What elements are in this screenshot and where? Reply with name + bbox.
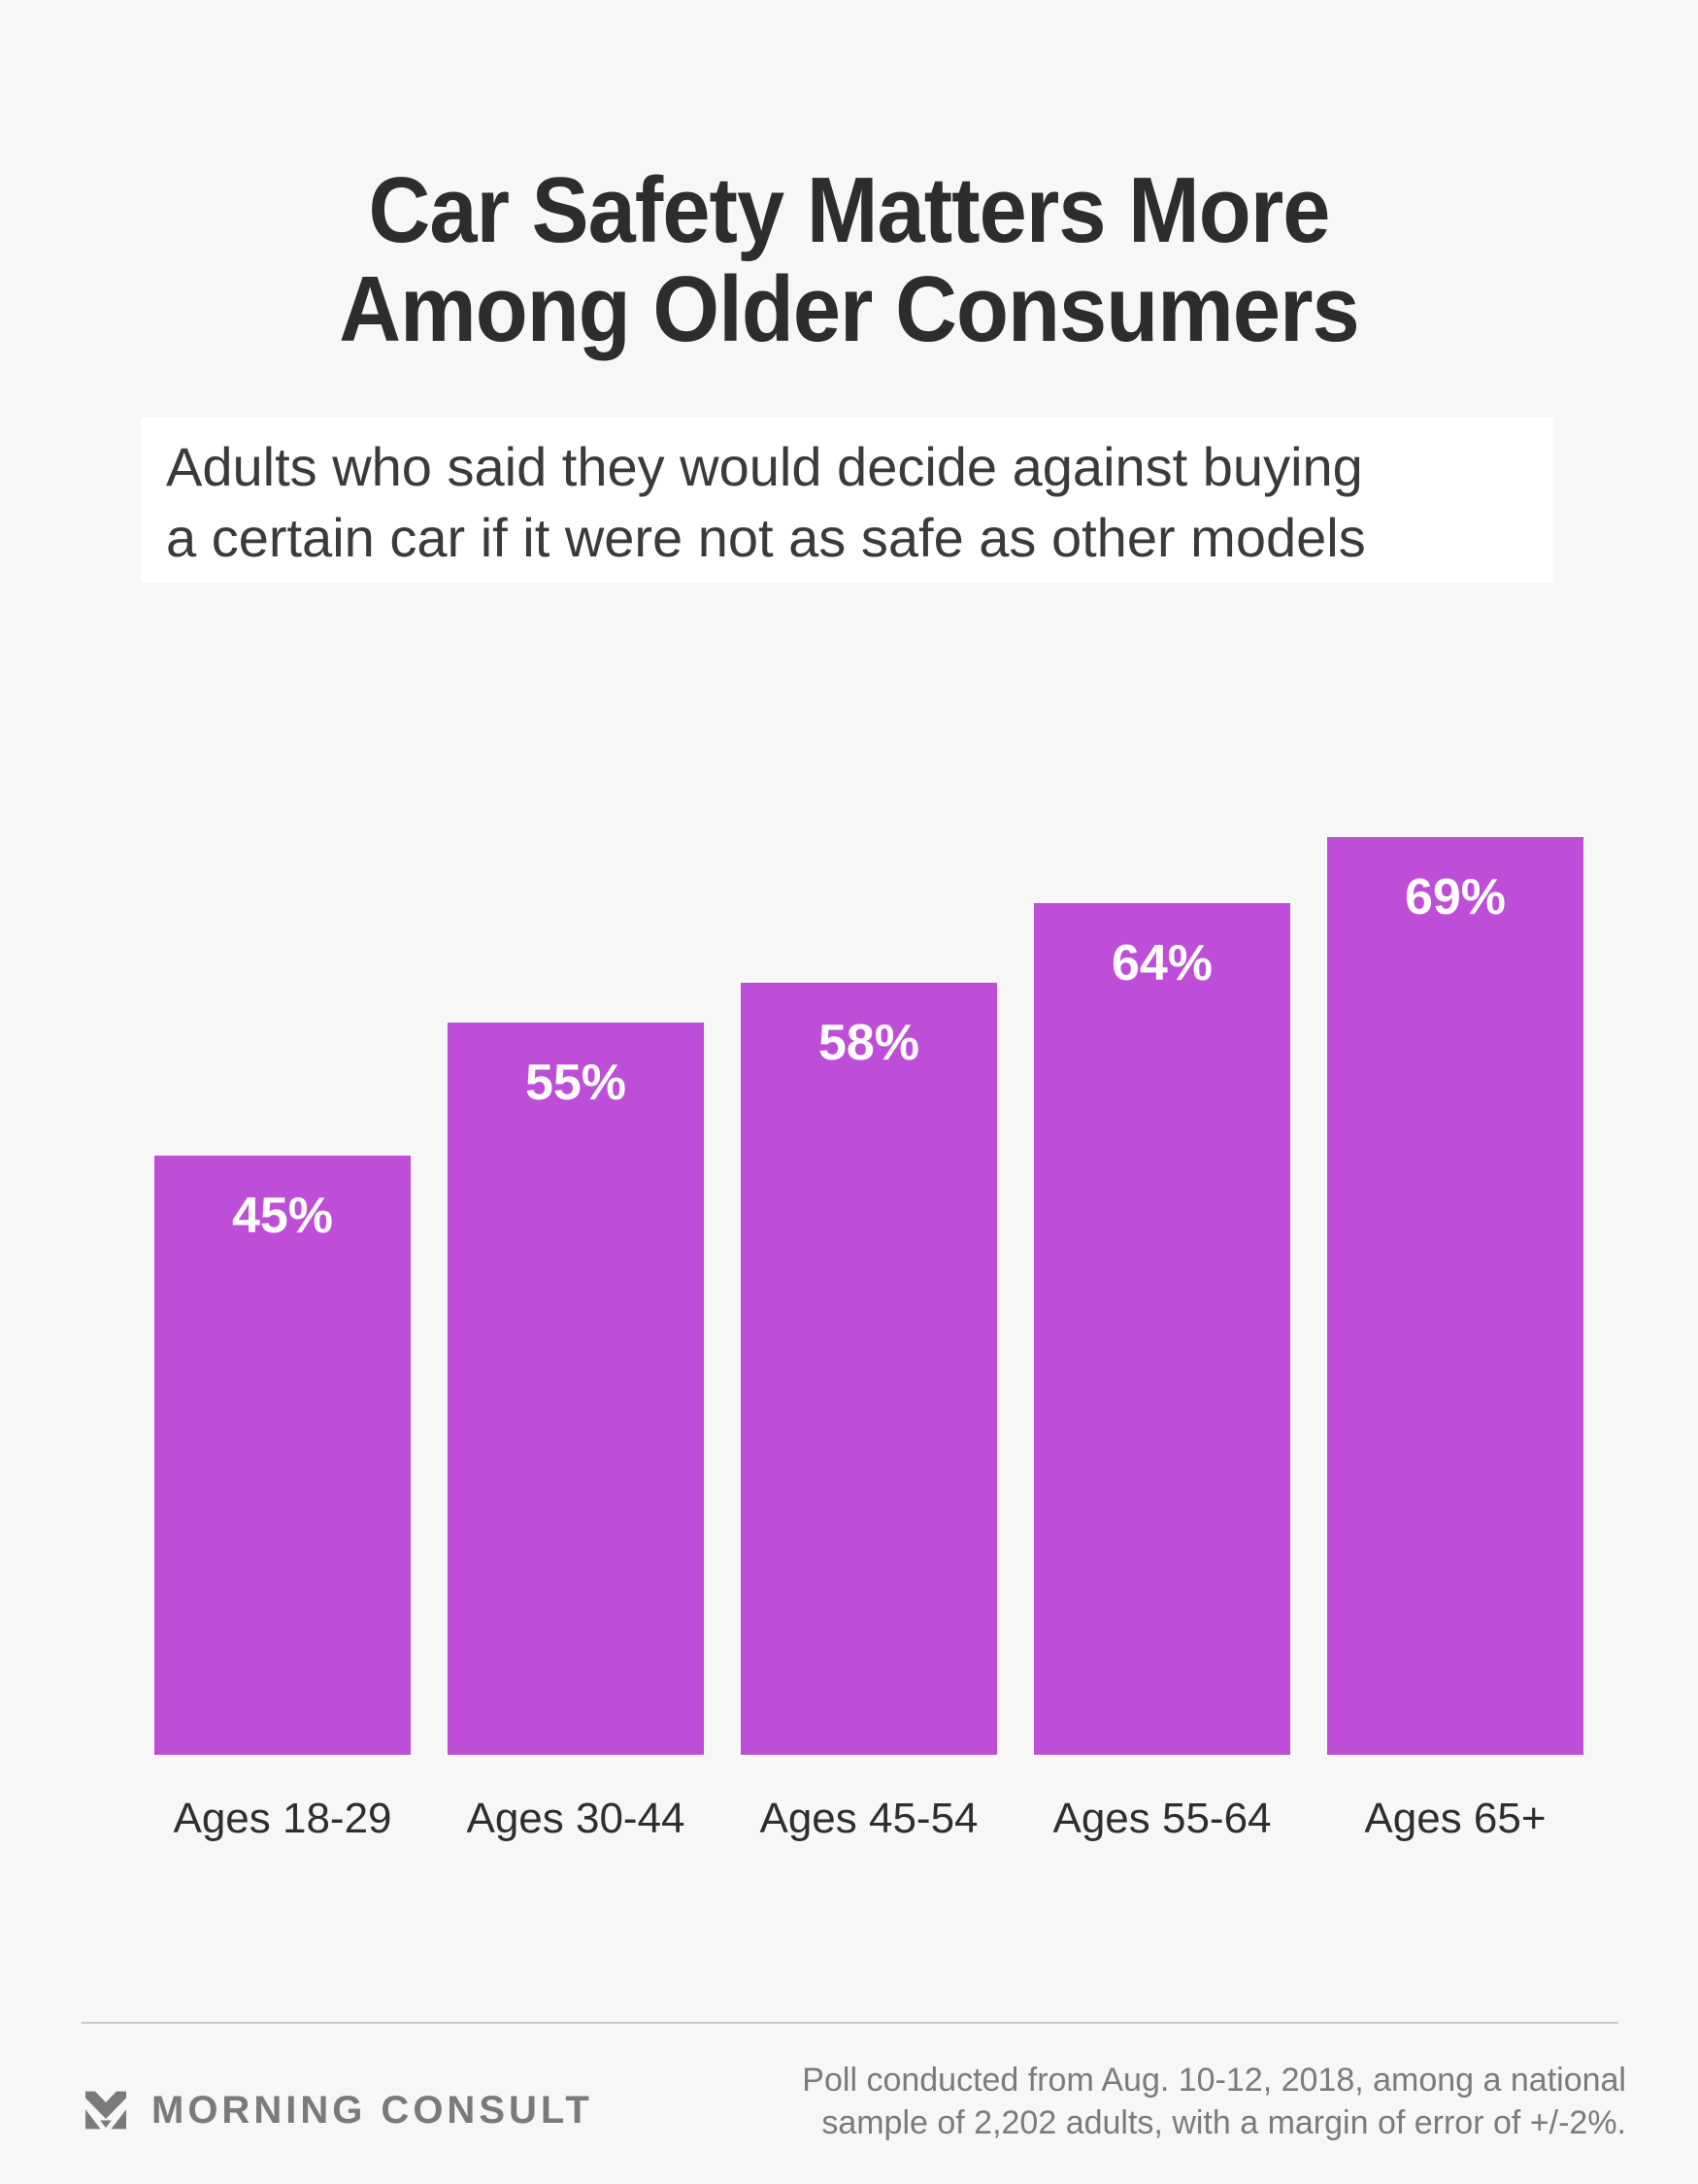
- bar-ages-55-64: 64%: [1034, 903, 1290, 1755]
- footer-divider: [82, 2022, 1618, 2024]
- bar-chart: 45% 55% 58% 64% 69%: [154, 823, 1583, 1755]
- bar-value-label: 55%: [524, 1055, 627, 1111]
- x-axis-label: Ages 45-54: [759, 1795, 979, 1842]
- x-axis-label: Ages 65+: [1364, 1795, 1547, 1842]
- x-axis-labels: Ages 18-29 Ages 30-44 Ages 45-54 Ages 55-64…: [154, 1795, 1583, 1843]
- chart-subtitle: Adults who said they would decide agains…: [141, 418, 1553, 583]
- chart-title-line1: Car Safety Matters More: [368, 158, 1331, 262]
- bar-value-label: 69%: [1404, 869, 1507, 925]
- bar-ages-18-29: 45%: [154, 1156, 411, 1755]
- chart-subtitle-line2: a certain car if it were not as safe as …: [166, 507, 1366, 568]
- bar-ages-45-54: 58%: [741, 983, 997, 1755]
- x-axis-label: Ages 30-44: [466, 1795, 685, 1842]
- bar-value-label: 64%: [1111, 935, 1214, 991]
- morning-consult-m-icon: [85, 2091, 126, 2130]
- bar-value-label: 58%: [817, 1015, 920, 1071]
- x-axis-label: Ages 18-29: [173, 1795, 392, 1842]
- poll-note: Poll conducted from Aug. 10-12, 2018, am…: [802, 2059, 1626, 2144]
- poll-note-line1: Poll conducted from Aug. 10-12, 2018, am…: [802, 2062, 1626, 2099]
- chart-title: Car Safety Matters More Among Older Consu…: [68, 161, 1630, 359]
- chart-title-line2: Among Older Consumers: [339, 257, 1359, 361]
- chart-subtitle-line1: Adults who said they would decide agains…: [166, 436, 1363, 497]
- x-axis-label: Ages 55-64: [1052, 1795, 1272, 1842]
- bar-ages-65+: 69%: [1327, 837, 1583, 1755]
- bar-ages-30-44: 55%: [448, 1023, 704, 1755]
- brand-name: MORNING CONSULT: [151, 2088, 593, 2132]
- bar-value-label: 45%: [231, 1188, 334, 1244]
- brand-logo: MORNING CONSULT: [85, 2082, 593, 2138]
- poll-note-line2: sample of 2,202 adults, with a margin of…: [821, 2104, 1626, 2141]
